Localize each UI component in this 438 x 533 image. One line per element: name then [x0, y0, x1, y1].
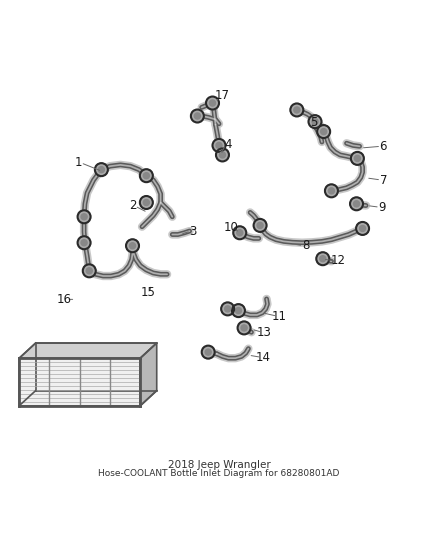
- Circle shape: [237, 230, 243, 236]
- Text: 13: 13: [257, 326, 272, 339]
- Text: 11: 11: [272, 310, 287, 322]
- Circle shape: [205, 349, 211, 355]
- Circle shape: [325, 184, 338, 197]
- Circle shape: [140, 169, 153, 182]
- Text: 1: 1: [75, 156, 82, 169]
- Circle shape: [233, 227, 246, 239]
- Polygon shape: [19, 343, 157, 358]
- Text: 6: 6: [380, 140, 387, 153]
- Circle shape: [209, 100, 215, 106]
- Circle shape: [232, 304, 245, 317]
- Text: Hose-COOLANT Bottle Inlet Diagram for 68280801AD: Hose-COOLANT Bottle Inlet Diagram for 68…: [98, 469, 340, 478]
- Circle shape: [241, 325, 247, 331]
- Circle shape: [225, 306, 231, 312]
- Text: 2: 2: [129, 199, 136, 213]
- Circle shape: [350, 197, 363, 211]
- Circle shape: [321, 128, 327, 135]
- Circle shape: [254, 219, 267, 232]
- Circle shape: [212, 139, 226, 152]
- Circle shape: [191, 109, 204, 123]
- Text: 12: 12: [330, 254, 346, 268]
- Circle shape: [219, 152, 226, 158]
- Circle shape: [308, 115, 321, 128]
- Text: 8: 8: [302, 239, 309, 252]
- Circle shape: [351, 152, 364, 165]
- Text: 17: 17: [215, 89, 230, 102]
- Circle shape: [86, 268, 92, 274]
- Circle shape: [194, 113, 201, 119]
- Circle shape: [356, 222, 369, 235]
- Text: 7: 7: [380, 174, 387, 187]
- Circle shape: [236, 308, 241, 313]
- Circle shape: [312, 119, 318, 125]
- Circle shape: [257, 222, 263, 229]
- Circle shape: [294, 107, 300, 113]
- Text: 16: 16: [57, 293, 72, 306]
- Text: 2018 Jeep Wrangler: 2018 Jeep Wrangler: [168, 459, 270, 470]
- Circle shape: [140, 196, 153, 209]
- Circle shape: [126, 239, 139, 252]
- Circle shape: [143, 173, 149, 179]
- Polygon shape: [19, 358, 140, 406]
- Circle shape: [78, 236, 91, 249]
- Polygon shape: [140, 343, 157, 406]
- Text: 14: 14: [256, 351, 271, 364]
- Circle shape: [354, 155, 360, 161]
- Circle shape: [316, 252, 329, 265]
- Circle shape: [320, 256, 326, 262]
- Circle shape: [95, 163, 108, 176]
- Text: 4: 4: [224, 138, 231, 151]
- Circle shape: [81, 214, 87, 220]
- Circle shape: [317, 125, 330, 138]
- Circle shape: [360, 225, 366, 231]
- Circle shape: [99, 167, 104, 173]
- Text: 5: 5: [311, 116, 318, 129]
- Text: 3: 3: [189, 224, 197, 238]
- Circle shape: [206, 96, 219, 109]
- Circle shape: [290, 103, 304, 116]
- Circle shape: [353, 201, 360, 207]
- Circle shape: [328, 188, 335, 194]
- Circle shape: [143, 199, 149, 206]
- Circle shape: [237, 321, 251, 334]
- Circle shape: [216, 142, 222, 149]
- Circle shape: [78, 211, 91, 223]
- Circle shape: [216, 149, 229, 161]
- Circle shape: [130, 243, 135, 249]
- Circle shape: [81, 240, 87, 246]
- Text: 15: 15: [140, 286, 155, 299]
- Circle shape: [83, 264, 96, 277]
- Circle shape: [221, 302, 234, 316]
- Text: 10: 10: [224, 221, 239, 234]
- Circle shape: [202, 345, 215, 359]
- Text: 9: 9: [378, 201, 386, 214]
